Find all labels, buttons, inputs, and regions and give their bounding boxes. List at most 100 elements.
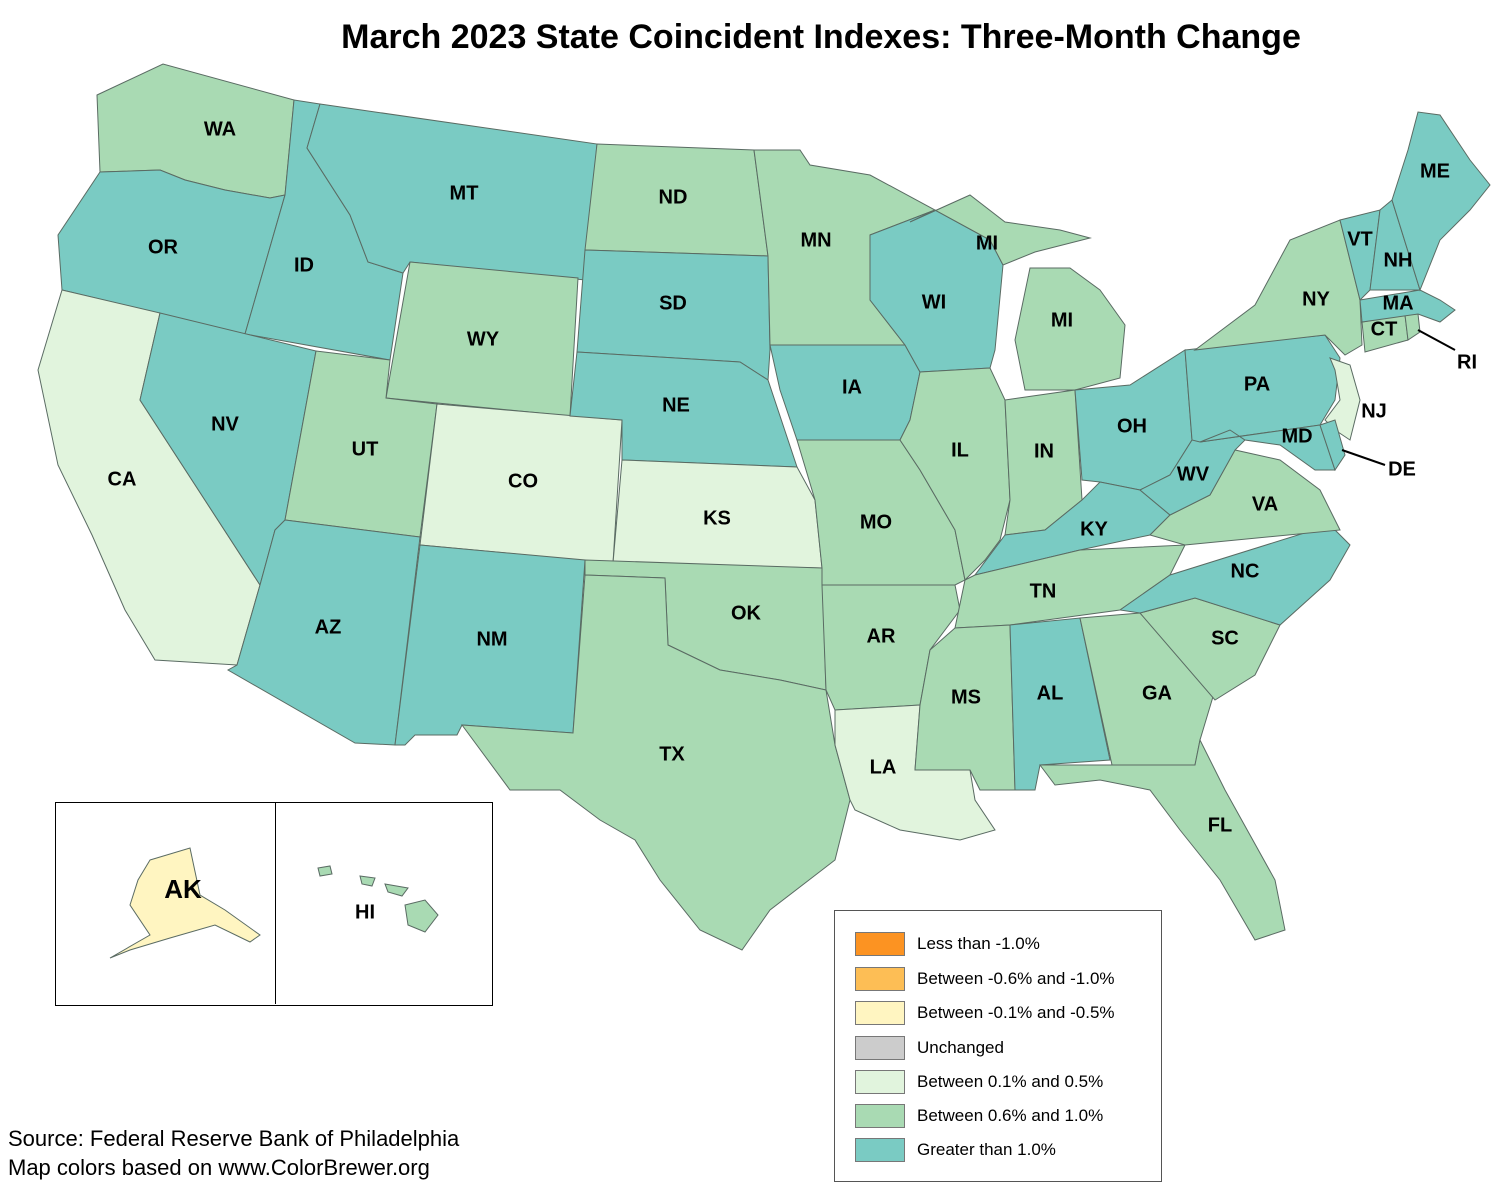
legend-swatch <box>855 932 905 956</box>
label-CO: CO <box>508 470 538 492</box>
label-MA: MA <box>1382 292 1413 314</box>
state-TX <box>460 574 851 951</box>
label-WY: WY <box>467 328 500 350</box>
state-OR <box>57 169 286 335</box>
label-MD: MD <box>1281 425 1312 447</box>
label-LA: LA <box>870 756 897 778</box>
state-MI-UP <box>909 194 1092 266</box>
leader-line-RI <box>1417 329 1456 351</box>
legend-label: Between -0.6% and -1.0% <box>917 969 1115 988</box>
state-RI <box>1404 313 1421 341</box>
legend-swatch <box>855 967 905 991</box>
leader-line-DE <box>1341 449 1386 466</box>
state-MA <box>1359 289 1456 323</box>
legend-swatch <box>855 1104 905 1128</box>
state-MI <box>1014 267 1126 391</box>
label-MS: MS <box>951 686 981 708</box>
label-CT: CT <box>1371 318 1398 340</box>
state-DE <box>1319 419 1346 472</box>
state-AK <box>109 847 261 959</box>
legend-swatch <box>855 1036 905 1060</box>
legend-label: Unchanged <box>917 1038 1004 1057</box>
label-WV: WV <box>1177 463 1210 485</box>
label-ND: ND <box>659 186 688 208</box>
label-MI: MI <box>1051 309 1073 331</box>
colorbrewer-credit: Map colors based on www.ColorBrewer.org <box>8 1155 430 1180</box>
label-TN: TN <box>1030 580 1057 602</box>
label-DE: DE <box>1388 458 1416 480</box>
label-AL: AL <box>1037 682 1064 704</box>
label-NE: NE <box>662 394 690 416</box>
label-NM: NM <box>476 628 507 650</box>
label-AK: AK <box>164 874 202 904</box>
label-OH: OH <box>1117 415 1147 437</box>
label-ME: ME <box>1420 160 1450 182</box>
label-IL: IL <box>951 439 969 461</box>
label-GA: GA <box>1142 682 1172 704</box>
source-note: Source: Federal Reserve Bank of Philadel… <box>8 1124 459 1182</box>
state-HI <box>317 865 439 933</box>
label-ID: ID <box>294 254 314 276</box>
label-NC: NC <box>1231 560 1260 582</box>
label-CA: CA <box>108 468 137 490</box>
legend-swatch <box>855 1138 905 1162</box>
label-OR: OR <box>148 236 179 258</box>
label-NH: NH <box>1384 249 1413 271</box>
label-IA: IA <box>842 376 862 398</box>
map-legend: Less than -1.0% Between -0.6% and -1.0% … <box>834 910 1162 1182</box>
legend-item: Between -0.1% and -0.5% <box>855 1000 1115 1026</box>
label-AR: AR <box>867 625 896 647</box>
legend-item: Greater than 1.0% <box>855 1137 1056 1163</box>
legend-label: Between 0.6% and 1.0% <box>917 1106 1104 1125</box>
label-NY: NY <box>1302 288 1330 310</box>
label-MN: MN <box>800 229 831 251</box>
label-KY: KY <box>1080 518 1108 540</box>
state-labels: WA OR CA ID NV MT WY UT AZ CO NM ND SD N… <box>108 118 1477 923</box>
state-NY <box>1193 219 1363 356</box>
legend-item: Between 0.6% and 1.0% <box>855 1103 1103 1129</box>
state-IL <box>899 367 1011 582</box>
label-PA: PA <box>1244 373 1270 395</box>
source-line: Source: Federal Reserve Bank of Philadel… <box>8 1126 460 1151</box>
label-MT: MT <box>450 182 479 204</box>
legend-item: Between 0.1% and 0.5% <box>855 1069 1103 1095</box>
label-SC: SC <box>1211 627 1239 649</box>
label-MO: MO <box>860 511 892 533</box>
legend-item: Between -0.6% and -1.0% <box>855 966 1115 992</box>
state-NC <box>1118 524 1351 626</box>
label-RI: RI <box>1457 351 1477 373</box>
label-FL: FL <box>1208 814 1232 836</box>
label-VA: VA <box>1252 493 1278 515</box>
map-title: March 2023 State Coincident Indexes: Thr… <box>341 18 1301 56</box>
label-KS: KS <box>703 507 731 529</box>
state-FL <box>1039 738 1286 941</box>
state-PA <box>1184 334 1341 443</box>
state-NM <box>394 544 586 746</box>
label-WA: WA <box>204 118 236 140</box>
label-TX: TX <box>659 743 685 765</box>
inset-divider <box>275 803 276 1004</box>
legend-label: Greater than 1.0% <box>917 1140 1056 1159</box>
label-VT: VT <box>1347 228 1373 250</box>
label-MI-UP: MI <box>976 232 998 254</box>
legend-label: Between 0.1% and 0.5% <box>917 1072 1104 1091</box>
legend-swatch <box>855 1070 905 1094</box>
label-UT: UT <box>352 438 379 460</box>
legend-label: Less than -1.0% <box>917 934 1040 953</box>
alaska-hawaii-inset-frame <box>55 802 493 1006</box>
legend-swatch <box>855 1001 905 1025</box>
state-AZ <box>226 519 421 746</box>
label-HI: HI <box>355 901 375 923</box>
label-OK: OK <box>731 602 762 624</box>
label-IN: IN <box>1034 440 1054 462</box>
label-AZ: AZ <box>315 616 342 638</box>
state-ME <box>1391 111 1491 292</box>
legend-label: Between -0.1% and -0.5% <box>917 1003 1115 1022</box>
label-NJ: NJ <box>1361 400 1387 422</box>
label-WI: WI <box>922 291 946 313</box>
legend-item: Less than -1.0% <box>855 931 1040 957</box>
label-SD: SD <box>659 292 687 314</box>
label-NV: NV <box>211 413 239 435</box>
legend-item: Unchanged <box>855 1035 1004 1061</box>
